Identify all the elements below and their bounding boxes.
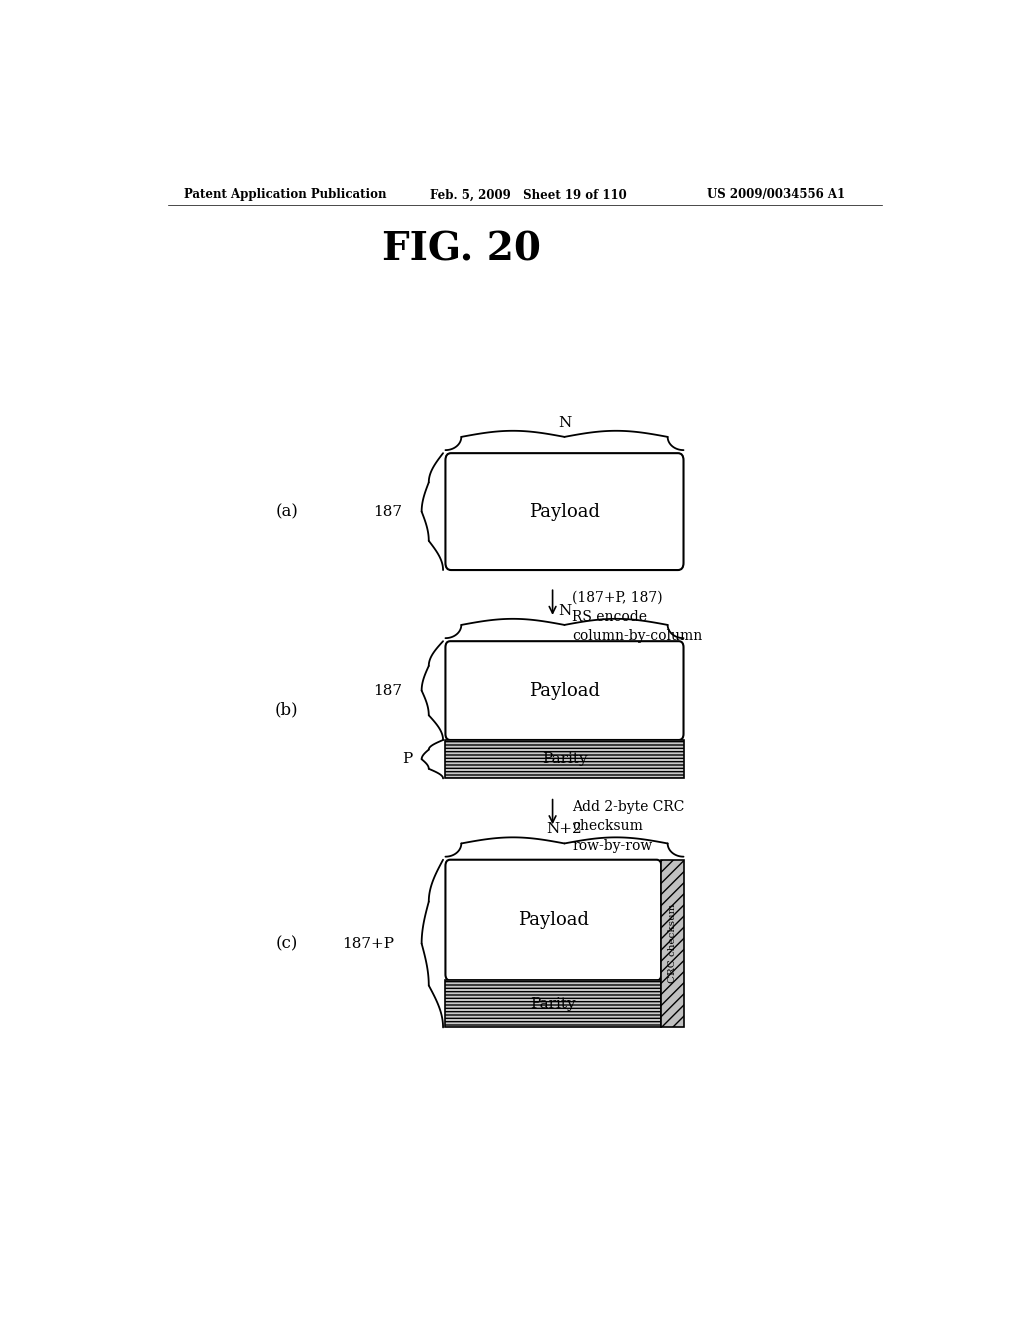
Text: (c): (c) [275, 935, 298, 952]
FancyBboxPatch shape [445, 642, 684, 741]
FancyBboxPatch shape [445, 859, 662, 981]
Text: N: N [558, 416, 571, 430]
Text: N: N [558, 603, 571, 618]
Text: US 2009/0034556 A1: US 2009/0034556 A1 [708, 189, 846, 202]
Text: FIG. 20: FIG. 20 [382, 231, 541, 269]
Text: 187+P: 187+P [342, 937, 394, 950]
Text: P: P [401, 752, 412, 766]
Text: Payload: Payload [529, 681, 600, 700]
Text: 187: 187 [373, 684, 401, 697]
Text: Payload: Payload [518, 911, 589, 929]
Bar [445, 981, 662, 1027]
Text: Payload: Payload [529, 503, 600, 520]
FancyBboxPatch shape [445, 453, 684, 570]
Text: (a): (a) [275, 503, 298, 520]
Text: 187: 187 [373, 504, 401, 519]
Text: Parity: Parity [530, 997, 577, 1011]
Text: Feb. 5, 2009   Sheet 19 of 110: Feb. 5, 2009 Sheet 19 of 110 [430, 189, 627, 202]
Text: (187+P, 187)
RS encode
column-by-column: (187+P, 187) RS encode column-by-column [572, 590, 702, 643]
Text: (b): (b) [274, 701, 299, 718]
Bar [445, 741, 684, 779]
Text: Parity: Parity [542, 752, 588, 766]
Bar [662, 859, 684, 1027]
Text: N+2: N+2 [547, 822, 583, 837]
Text: Add 2-byte CRC
checksum
row-by-row: Add 2-byte CRC checksum row-by-row [572, 800, 685, 853]
Text: CRC checksum: CRC checksum [668, 904, 677, 983]
Text: Patent Application Publication: Patent Application Publication [183, 189, 386, 202]
